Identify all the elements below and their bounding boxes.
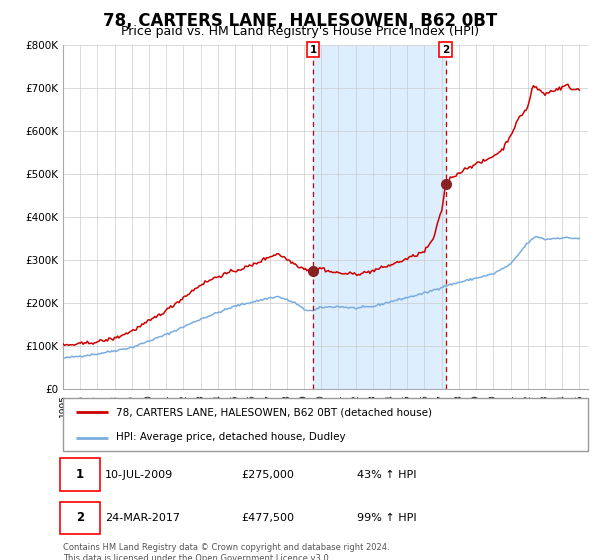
- Text: 1: 1: [76, 468, 84, 481]
- Text: 1: 1: [310, 45, 317, 55]
- Text: 24-MAR-2017: 24-MAR-2017: [105, 513, 180, 522]
- Text: £477,500: £477,500: [241, 513, 295, 522]
- Text: 43% ↑ HPI: 43% ↑ HPI: [357, 470, 416, 479]
- Text: Price paid vs. HM Land Registry's House Price Index (HPI): Price paid vs. HM Land Registry's House …: [121, 25, 479, 38]
- FancyBboxPatch shape: [61, 502, 100, 534]
- Text: 78, CARTERS LANE, HALESOWEN, B62 0BT: 78, CARTERS LANE, HALESOWEN, B62 0BT: [103, 12, 497, 30]
- Bar: [313, 45, 446, 389]
- Text: 10-JUL-2009: 10-JUL-2009: [105, 470, 173, 479]
- Text: £275,000: £275,000: [241, 470, 295, 479]
- FancyBboxPatch shape: [61, 459, 100, 491]
- Text: Contains HM Land Registry data © Crown copyright and database right 2024.
This d: Contains HM Land Registry data © Crown c…: [63, 543, 389, 560]
- Text: 78, CARTERS LANE, HALESOWEN, B62 0BT (detached house): 78, CARTERS LANE, HALESOWEN, B62 0BT (de…: [115, 408, 431, 418]
- Text: 2: 2: [76, 511, 84, 524]
- Text: HPI: Average price, detached house, Dudley: HPI: Average price, detached house, Dudl…: [115, 432, 345, 442]
- Text: 99% ↑ HPI: 99% ↑ HPI: [357, 513, 416, 522]
- Text: 2: 2: [442, 45, 449, 55]
